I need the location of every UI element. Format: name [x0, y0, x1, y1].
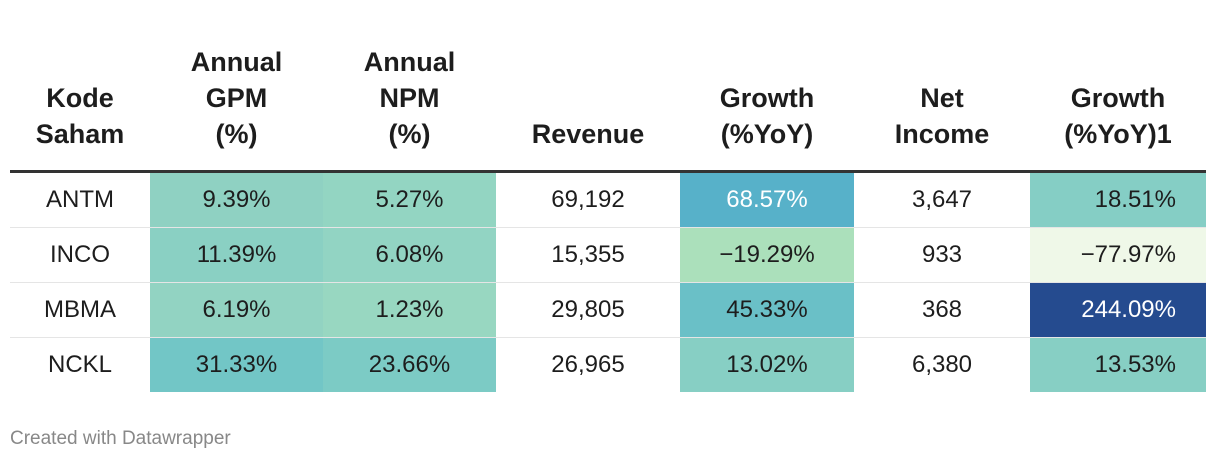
cell-gpm: 6.19%	[150, 282, 323, 338]
cell-net-income: 3,647	[854, 171, 1030, 228]
column-header-line: Revenue	[531, 119, 645, 149]
data-table: Kode Saham Annual GPM (%) Annual NPM (%) Revenue…	[10, 44, 1206, 392]
column-header-line: Growth	[1070, 83, 1166, 113]
column-header-line: Income	[894, 119, 990, 149]
table-row: INCO 11.39% 6.08% 15,355 −19.29% 933 −77.97%	[10, 227, 1206, 283]
cell-net-income: 933	[854, 227, 1030, 283]
table-body: ANTM 9.39% 5.27% 69,192 68.57% 3,647 18.51% INC…	[10, 171, 1206, 392]
column-header-revenue: Revenue	[496, 44, 680, 173]
column-header-npm: Annual NPM (%)	[323, 44, 496, 173]
column-header-line: (%)	[388, 119, 431, 149]
cell-npm: 1.23%	[323, 282, 496, 338]
column-header-line: Annual	[363, 47, 456, 77]
cell-npm: 6.08%	[323, 227, 496, 283]
cell-growth: −19.29%	[680, 227, 854, 283]
cell-growth1: 18.51%	[1030, 171, 1206, 228]
column-header-line: Annual	[190, 47, 283, 77]
column-header-line: Growth	[719, 83, 815, 113]
column-header-net-income: Net Income	[854, 44, 1030, 173]
cell-revenue: 26,965	[551, 351, 625, 378]
column-header-kode: Kode Saham	[10, 44, 150, 173]
cell-growth1: 13.53%	[1030, 337, 1206, 392]
cell-npm: 23.66%	[323, 337, 496, 392]
column-header-line: Saham	[35, 119, 125, 149]
cell-revenue: 15,355	[496, 227, 680, 283]
cell-npm: 5.27%	[323, 171, 496, 228]
cell-kode: NCKL	[47, 351, 113, 378]
header-row: Kode Saham Annual GPM (%) Annual NPM (%) Revenue…	[10, 44, 1206, 173]
cell-net-income: 368	[854, 282, 1030, 338]
cell-revenue: 69,192	[496, 171, 680, 228]
cell-gpm: 31.33%	[150, 337, 323, 392]
column-header-line: GPM	[205, 83, 268, 113]
cell-gpm: 9.39%	[150, 171, 323, 228]
column-header-growth1: Growth (%YoY)1	[1030, 44, 1206, 173]
column-header-growth: Growth (%YoY)	[680, 44, 854, 173]
table-row: NCKL 31.33% 23.66% 26,965 13.02% 6,380 13.53%	[10, 337, 1206, 392]
cell-revenue: 29,805	[496, 282, 680, 338]
column-header-line: Net	[920, 83, 964, 113]
cell-growth1: −77.97%	[1030, 227, 1206, 283]
column-header-line: (%)	[215, 119, 258, 149]
column-header-line: Kode	[46, 83, 114, 113]
cell-growth: 68.57%	[680, 171, 854, 228]
cell-growth: 45.33%	[680, 282, 854, 338]
cell-kode: MBMA	[10, 282, 150, 338]
table-row: MBMA 6.19% 1.23% 29,805 45.33% 368 244.09%	[10, 282, 1206, 338]
footer-credit: Created with Datawrapper	[10, 428, 231, 449]
column-header-line: (%YoY)	[720, 119, 814, 149]
cell-growth1: 244.09%	[1030, 282, 1206, 338]
table-header: Kode Saham Annual GPM (%) Annual NPM (%) Revenue…	[10, 44, 1206, 173]
column-header-line: NPM	[379, 83, 440, 113]
cell-gpm: 11.39%	[150, 227, 323, 283]
cell-growth: 13.02%	[680, 337, 854, 392]
table-row: ANTM 9.39% 5.27% 69,192 68.57% 3,647 18.51%	[10, 171, 1206, 228]
cell-net-income: 6,380	[911, 351, 973, 378]
cell-kode: INCO	[10, 227, 150, 283]
column-header-line: (%YoY)1	[1064, 119, 1172, 149]
column-header-gpm: Annual GPM (%)	[150, 44, 323, 173]
cell-kode: ANTM	[10, 171, 150, 228]
